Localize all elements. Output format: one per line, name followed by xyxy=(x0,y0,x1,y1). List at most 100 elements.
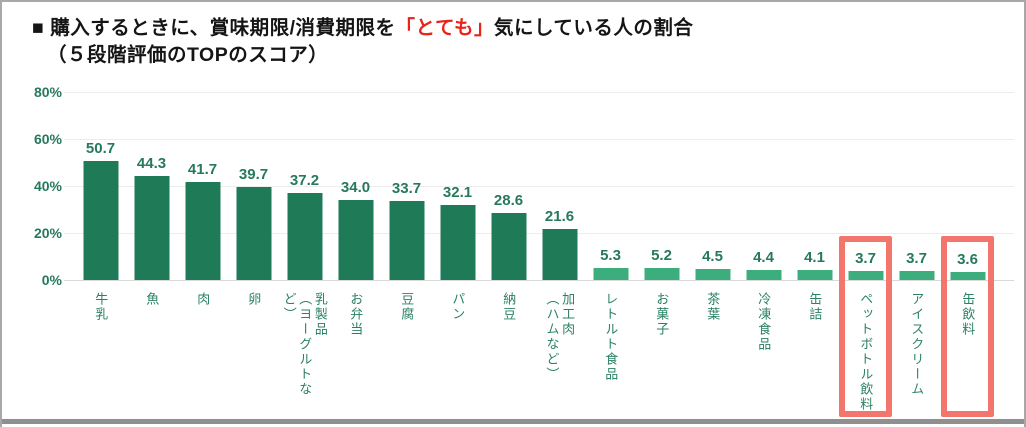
bar-column-6: 34.0 お弁当 xyxy=(330,92,381,417)
bar-column-3: 41.7 肉 xyxy=(177,92,228,417)
bar-column-11: 5.3 レトルト食品 xyxy=(585,92,636,417)
gridline xyxy=(64,186,1014,187)
category-label-wrap: アイスクリーム xyxy=(891,292,942,397)
bar-value-label: 5.2 xyxy=(651,246,672,264)
bar xyxy=(389,200,424,280)
bar-value-label: 4.1 xyxy=(804,249,825,267)
category-label: 肉 xyxy=(195,292,211,307)
bar-column-18: 3.6 缶飲料 xyxy=(941,92,994,417)
bar-value-label: 33.7 xyxy=(391,179,422,197)
bar-column-7: 33.7 豆腐 xyxy=(381,92,432,417)
category-label-wrap: 缶飲料 xyxy=(942,292,993,337)
bar xyxy=(797,270,832,280)
category-label-wrap: 魚 xyxy=(126,292,177,307)
chart-title: ■ 購入するときに、賞味期限/消費期限を「とても」気にしている人の割合 （５段階… xyxy=(32,15,693,69)
category-label: 魚 xyxy=(144,292,160,307)
bar-value-label: 21.6 xyxy=(544,208,575,226)
bar-column-15: 4.1 缶詰 xyxy=(789,92,840,417)
title-text-highlight: 「とても」 xyxy=(395,17,494,39)
bar-value-label: 28.6 xyxy=(493,191,524,209)
category-label: パン xyxy=(450,292,466,322)
gridline xyxy=(64,233,1014,234)
category-label-wrap: 加工肉 （ハムなど） xyxy=(534,292,585,382)
bar xyxy=(83,160,118,280)
bar-column-4: 39.7 卵 xyxy=(228,92,279,417)
category-label-wrap: ペットボトル飲料 xyxy=(840,292,891,412)
bar xyxy=(695,269,730,280)
bar-value-label: 4.4 xyxy=(753,248,774,266)
bar xyxy=(848,271,883,280)
bar xyxy=(899,271,934,280)
bar-plot-area: 50.7 牛乳 44.3 魚 41.7 肉 39.7 卵 37.2 乳製品 （ヨーグルトなど） 34… xyxy=(75,92,994,417)
category-label: お弁当 xyxy=(348,292,364,337)
bar-value-label: 3.7 xyxy=(906,250,927,268)
category-label-wrap: レトルト食品 xyxy=(585,292,636,382)
category-label-wrap: 冷凍食品 xyxy=(738,292,789,352)
bar-value-label: 3.6 xyxy=(957,250,978,268)
category-label: ペットボトル飲料 xyxy=(858,292,874,412)
bar-value-label: 39.7 xyxy=(238,165,269,183)
category-label: 卵 xyxy=(246,292,262,307)
bar xyxy=(338,200,373,280)
category-label: お菓子 xyxy=(654,292,670,337)
category-label: 納豆 xyxy=(501,292,517,322)
bar-column-10: 21.6 加工肉 （ハムなど） xyxy=(534,92,585,417)
bar-value-label: 4.5 xyxy=(702,248,723,266)
y-axis-tick-label: 40% xyxy=(33,178,62,194)
category-label: 乳製品 （ヨーグルトなど） xyxy=(281,292,328,397)
category-label: レトルト食品 xyxy=(603,292,619,382)
bar-column-2: 44.3 魚 xyxy=(126,92,177,417)
bar-column-9: 28.6 納豆 xyxy=(483,92,534,417)
bar-column-14: 4.4 冷凍食品 xyxy=(738,92,789,417)
category-label-wrap: 豆腐 xyxy=(381,292,432,322)
bar xyxy=(746,269,781,280)
category-label-wrap: 納豆 xyxy=(483,292,534,322)
chart-title-line1: ■ 購入するときに、賞味期限/消費期限を「とても」気にしている人の割合 xyxy=(32,15,693,42)
y-axis-tick-label: 0% xyxy=(41,272,62,288)
category-label: 茶葉 xyxy=(705,292,721,322)
bar-column-8: 32.1 パン xyxy=(432,92,483,417)
bar-value-label: 5.3 xyxy=(600,246,621,264)
chart-title-line2: （５段階評価のTOPのスコア） xyxy=(47,43,329,66)
bar-value-label: 32.1 xyxy=(442,183,473,201)
bar xyxy=(950,271,985,280)
y-axis-tick-label: 80% xyxy=(33,84,62,100)
category-label: 牛乳 xyxy=(93,292,109,322)
bar-value-label: 44.3 xyxy=(136,154,167,172)
gridlines xyxy=(64,92,1014,281)
bar xyxy=(593,267,628,280)
bar xyxy=(287,192,322,280)
bar xyxy=(644,267,679,280)
bar-value-label: 3.7 xyxy=(855,250,876,268)
bar-column-17: 3.7 アイスクリーム xyxy=(891,92,942,417)
x-axis-baseline xyxy=(64,280,1014,281)
bar-value-label: 37.2 xyxy=(289,171,320,189)
category-label: 加工肉 （ハムなど） xyxy=(544,292,576,382)
bottom-border-bar xyxy=(2,419,1024,424)
y-axis-tick-label: 20% xyxy=(33,225,62,241)
bar-column-13: 4.5 茶葉 xyxy=(687,92,738,417)
category-label: 缶詰 xyxy=(807,292,823,322)
category-label-wrap: 茶葉 xyxy=(687,292,738,322)
category-label: 冷凍食品 xyxy=(756,292,772,352)
category-label-wrap: 肉 xyxy=(177,292,228,307)
bar xyxy=(542,229,577,280)
gridline xyxy=(64,92,1014,93)
bar xyxy=(440,204,475,280)
category-label-wrap: 缶詰 xyxy=(789,292,840,322)
category-label-wrap: お弁当 xyxy=(330,292,381,337)
bar-value-label: 34.0 xyxy=(340,179,371,197)
bar xyxy=(134,175,169,280)
bar xyxy=(491,212,526,280)
category-label-wrap: お菓子 xyxy=(636,292,687,337)
category-label-wrap: 卵 xyxy=(228,292,279,307)
category-label-wrap: 牛乳 xyxy=(75,292,126,322)
bar-column-1: 50.7 牛乳 xyxy=(75,92,126,417)
category-label: アイスクリーム xyxy=(909,292,925,397)
bar-value-label: 41.7 xyxy=(187,161,218,179)
category-label-wrap: 乳製品 （ヨーグルトなど） xyxy=(279,292,330,414)
category-label: 缶飲料 xyxy=(960,292,976,337)
category-label-wrap: パン xyxy=(432,292,483,322)
title-text-pre: ■ 購入するときに、賞味期限/消費期限を xyxy=(32,17,396,39)
